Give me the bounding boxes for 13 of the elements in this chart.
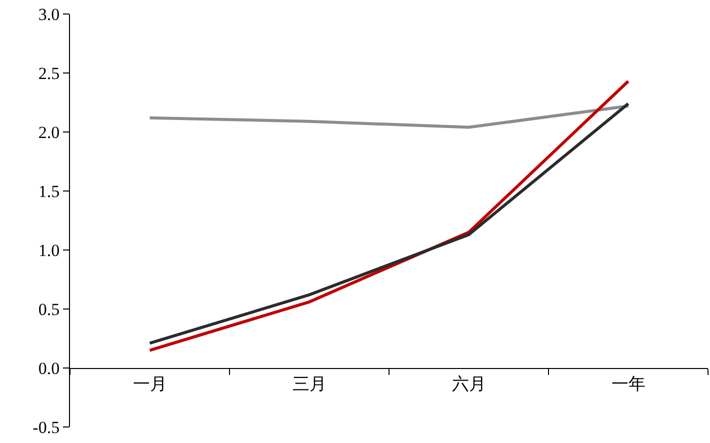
y-tick-label: 1.0 [38,240,60,260]
x-tick-label: 三月 [292,374,326,394]
line-series [148,104,630,129]
y-tick-label: 0.0 [38,358,60,378]
y-tick-label: 2.0 [38,122,60,142]
x-tick-label: 一月 [132,374,167,394]
y-tick-label: -0.5 [32,418,60,437]
y-tick-label: 1.5 [38,182,60,201]
x-tick-label: 一年 [611,374,646,394]
y-tick-label: 0.5 [38,300,60,319]
y-tick-label: 3.0 [38,4,60,24]
y-tick-label: 2.5 [38,64,60,83]
x-tick-label: 六月 [452,374,486,394]
